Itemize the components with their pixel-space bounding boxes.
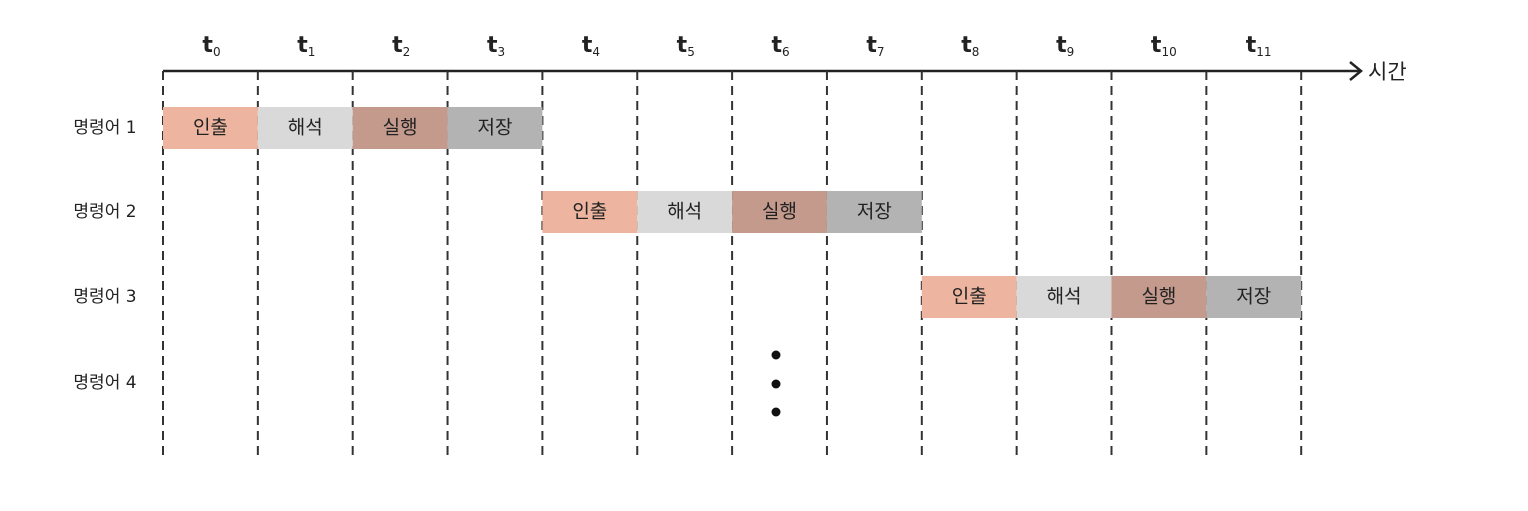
time-sub: 3 xyxy=(498,45,506,59)
stage-label: 저장 xyxy=(857,201,892,223)
time-main: t xyxy=(677,33,688,58)
time-sub: 5 xyxy=(687,45,695,59)
time-label: t8 xyxy=(961,33,979,59)
axis-arrow xyxy=(1349,61,1363,81)
time-main: t xyxy=(1246,33,1257,58)
time-main: t xyxy=(582,33,593,58)
stage-label: 인출 xyxy=(572,201,607,223)
time-sub: 4 xyxy=(592,45,600,59)
time-main: t xyxy=(772,33,783,58)
stage-box xyxy=(1111,276,1207,318)
time-sub: 8 xyxy=(972,45,980,59)
stage-label: 실행 xyxy=(383,117,418,139)
stage-label: 실행 xyxy=(1141,286,1176,308)
time-label: t6 xyxy=(772,33,790,59)
axis-label: 시간 xyxy=(1368,60,1407,84)
time-sub: 2 xyxy=(403,45,411,59)
time-sub: 11 xyxy=(1256,45,1271,59)
time-label: t7 xyxy=(866,33,884,59)
ellipsis-dot xyxy=(771,350,781,360)
stage-box xyxy=(732,191,827,233)
time-label: t9 xyxy=(1056,33,1074,59)
stage-label: 해석 xyxy=(1047,286,1082,308)
time-label: t1 xyxy=(297,33,315,59)
stage-box xyxy=(921,276,1017,318)
time-label: t5 xyxy=(677,33,695,59)
row-label: 명령어 4 xyxy=(73,373,136,393)
stage-box xyxy=(542,191,638,233)
stage-box xyxy=(637,191,733,233)
time-sub: 9 xyxy=(1067,45,1075,59)
stage-box xyxy=(352,107,448,149)
time-main: t xyxy=(1151,33,1162,58)
stage-label: 실행 xyxy=(762,201,797,223)
row-label: 명령어 3 xyxy=(73,287,136,307)
stage-box xyxy=(826,191,922,233)
time-main: t xyxy=(961,33,972,58)
stage-label: 해석 xyxy=(288,117,323,139)
stage-box xyxy=(257,107,353,149)
time-main: t xyxy=(392,33,403,58)
time-label: t2 xyxy=(392,33,410,59)
time-sub: 10 xyxy=(1161,45,1176,59)
stage-box xyxy=(1206,276,1302,318)
time-label: t10 xyxy=(1151,33,1177,59)
time-sub: 0 xyxy=(213,45,221,59)
time-label: t4 xyxy=(582,33,600,59)
stage-box xyxy=(1016,276,1112,318)
stage-box xyxy=(447,107,543,149)
stage-label: 저장 xyxy=(1236,286,1271,308)
row-label: 명령어 1 xyxy=(73,118,136,138)
time-main: t xyxy=(487,33,498,58)
time-main: t xyxy=(866,33,877,58)
time-main: t xyxy=(1056,33,1067,58)
time-main: t xyxy=(297,33,308,58)
time-label: t0 xyxy=(202,33,220,59)
row-label: 명령어 2 xyxy=(73,202,136,222)
stage-label: 저장 xyxy=(477,117,512,139)
time-sub: 1 xyxy=(308,45,316,59)
time-main: t xyxy=(202,33,213,58)
ellipsis-dot xyxy=(771,407,781,417)
time-label: t3 xyxy=(487,33,505,59)
time-sub: 7 xyxy=(877,45,885,59)
stage-label: 인출 xyxy=(193,117,228,139)
stage-box xyxy=(163,107,258,149)
stage-label: 인출 xyxy=(952,286,987,308)
stage-label: 해석 xyxy=(667,201,702,223)
time-sub: 6 xyxy=(782,45,790,59)
time-label: t11 xyxy=(1246,33,1272,59)
ellipsis-dot xyxy=(771,379,781,389)
